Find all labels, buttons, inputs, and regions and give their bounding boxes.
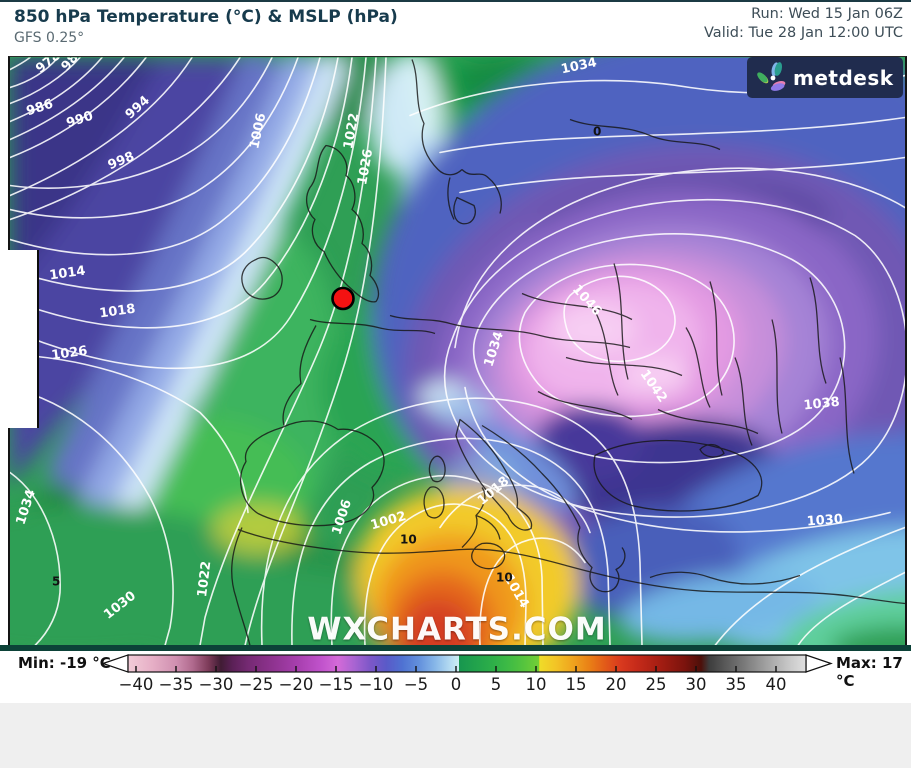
weather-map-svg: 978 982 986 990 994 998 1006 1022 1026 1… [10,57,905,646]
colorbar-tick-label: 25 [645,675,667,694]
temp-label: 10 [400,533,417,547]
left-edge-notch [0,250,39,428]
isobar-label: 1018 [98,302,136,322]
colorbar-tick-label: 35 [725,675,747,694]
colorbar-tick-label: −5 [403,675,429,694]
colorbar-max-label: Max: 17 °C [836,654,903,690]
page-title: 850 hPa Temperature (°C) & MSLP (hPa) [14,7,398,27]
colorbar-gradient [127,654,807,673]
run-time: Run: Wed 15 Jan 06Z [751,6,903,22]
colorbar-tick-label: 5 [490,675,502,694]
metdesk-logo: metdesk [747,57,903,98]
colorbar-tick-label: −25 [238,675,274,694]
temp-label: 0 [593,125,601,139]
colorbar-min-label: Min: -19 °C [18,654,111,672]
isobar-label: 1022 [195,560,214,598]
isobar-label: 1014 [48,264,86,284]
run-info: Run: Wed 15 Jan 06Z Valid: Tue 28 Jan 12… [704,5,903,43]
temp-label: 5 [52,575,60,589]
colorbar-tick-label: 20 [605,675,627,694]
colorbar-tick-label: −40 [118,675,154,694]
colorbar-tick-label: 15 [565,675,587,694]
temp-contour-labels: 0 5 10 10 [52,125,601,589]
isobar-label: 1026 [355,148,376,186]
isobar-label: 1022 [341,112,362,150]
colorbar [101,654,833,673]
colorbar-right-arrow [805,654,833,673]
coastlines-borders [231,59,905,646]
metdesk-starburst-icon [757,61,786,91]
valid-time: Valid: Tue 28 Jan 12:00 UTC [704,25,903,41]
location-marker [331,286,355,311]
colorbar-left-arrow [101,654,129,673]
colorbar-tick-label: 40 [765,675,787,694]
model-label: GFS 0.25° [14,30,85,46]
colorbar-tick-label: −15 [318,675,354,694]
colorbar-tick-label: −10 [358,675,394,694]
metdesk-logo-text: metdesk [793,65,894,90]
colorbar-tick-label: −30 [198,675,234,694]
timeline-footer [0,703,911,768]
colorbar-tick-label: 0 [450,675,462,694]
colorbar-ticks [135,666,777,672]
colorbar-tick-label: −20 [278,675,314,694]
map-bottom-band [0,645,911,651]
isobar-label: 1038 [803,395,841,414]
isobar-label: 1006 [247,112,269,151]
watermark: WXCHARTS.COM [307,612,606,647]
map-canvas: 978 982 986 990 994 998 1006 1022 1026 1… [8,56,907,646]
temp-label: 10 [496,571,513,585]
top-divider [0,0,911,2]
colorbar-tick-label: −35 [158,675,194,694]
temperature-field [10,57,905,646]
colorbar-tick-label: 30 [685,675,707,694]
isobar-label: 1030 [806,512,843,529]
colorbar-tick-label: 10 [525,675,547,694]
isobar-label: 1026 [50,344,88,364]
isobar-lines [10,57,905,646]
